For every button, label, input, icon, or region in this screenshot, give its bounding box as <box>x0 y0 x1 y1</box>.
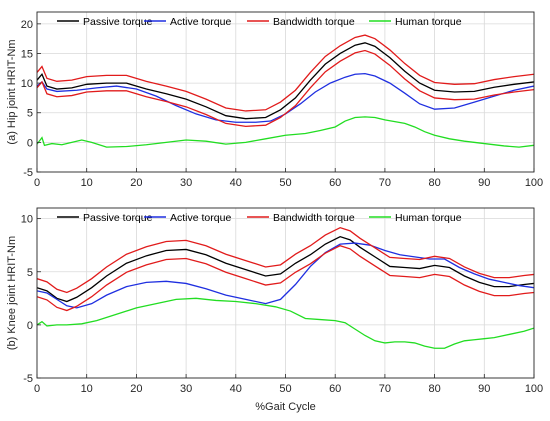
bandwidth-torque-lower-line <box>37 245 534 312</box>
y-tick-label: -5 <box>23 373 33 385</box>
x-axis-label: %Gait Cycle <box>255 401 316 413</box>
legend-label: Active torque <box>170 212 231 224</box>
x-tick-label: 100 <box>525 177 543 189</box>
y-tick-label: 5 <box>27 267 33 279</box>
human-torque-line <box>37 297 534 349</box>
series-group <box>37 226 534 349</box>
x-tick-label: 80 <box>428 177 440 189</box>
x-tick-label: 90 <box>478 383 490 395</box>
legend-label: Passive torque <box>83 16 153 28</box>
y-tick-label: 20 <box>21 19 33 31</box>
legend-label: Passive torque <box>83 212 153 224</box>
y-tick-label: 10 <box>21 214 33 226</box>
x-tick-label: 20 <box>130 383 142 395</box>
bandwidth-torque-upper-line <box>37 226 534 294</box>
x-tick-label: 40 <box>230 177 242 189</box>
legend-label: Active torque <box>170 16 231 28</box>
y-tick-label: 15 <box>21 48 33 60</box>
y-axis-label: (a) Hip joint HRIT-Nm <box>6 39 18 144</box>
passive-torque-line <box>37 235 534 303</box>
bandwidth-torque-lower-line <box>37 49 534 128</box>
x-tick-label: 70 <box>379 177 391 189</box>
y-tick-label: 0 <box>27 320 33 332</box>
human-torque-line <box>37 116 534 148</box>
passive-torque-line <box>37 42 534 120</box>
x-tick-label: 30 <box>180 177 192 189</box>
series-group <box>37 34 534 148</box>
x-tick-label: 60 <box>329 383 341 395</box>
x-tick-label: 50 <box>279 177 291 189</box>
y-axis-label: (b) Knee joint HRIT-Nm <box>6 236 18 350</box>
y-tick-label: 0 <box>27 137 33 149</box>
x-tick-label: 30 <box>180 383 192 395</box>
y-tick-label: -5 <box>23 167 33 179</box>
x-tick-label: 40 <box>230 383 242 395</box>
x-tick-label: 90 <box>478 177 490 189</box>
x-tick-label: 50 <box>279 383 291 395</box>
active-torque-line <box>37 72 534 123</box>
x-tick-label: 100 <box>525 383 543 395</box>
x-tick-label: 60 <box>329 177 341 189</box>
x-tick-label: 10 <box>81 177 93 189</box>
legend-label: Human torque <box>395 16 462 28</box>
legend-label: Human torque <box>395 212 462 224</box>
x-tick-label: 70 <box>379 383 391 395</box>
y-tick-label: 10 <box>21 78 33 90</box>
x-tick-label: 10 <box>81 383 93 395</box>
x-tick-label: 20 <box>130 177 142 189</box>
bandwidth-torque-upper-line <box>37 34 534 112</box>
active-torque-line <box>37 242 534 309</box>
y-tick-label: 5 <box>27 108 33 120</box>
legend-label: Bandwidth torque <box>273 212 355 224</box>
x-tick-label: 0 <box>34 177 40 189</box>
legend-label: Bandwidth torque <box>273 16 355 28</box>
x-tick-label: 80 <box>428 383 440 395</box>
x-tick-label: 0 <box>34 383 40 395</box>
